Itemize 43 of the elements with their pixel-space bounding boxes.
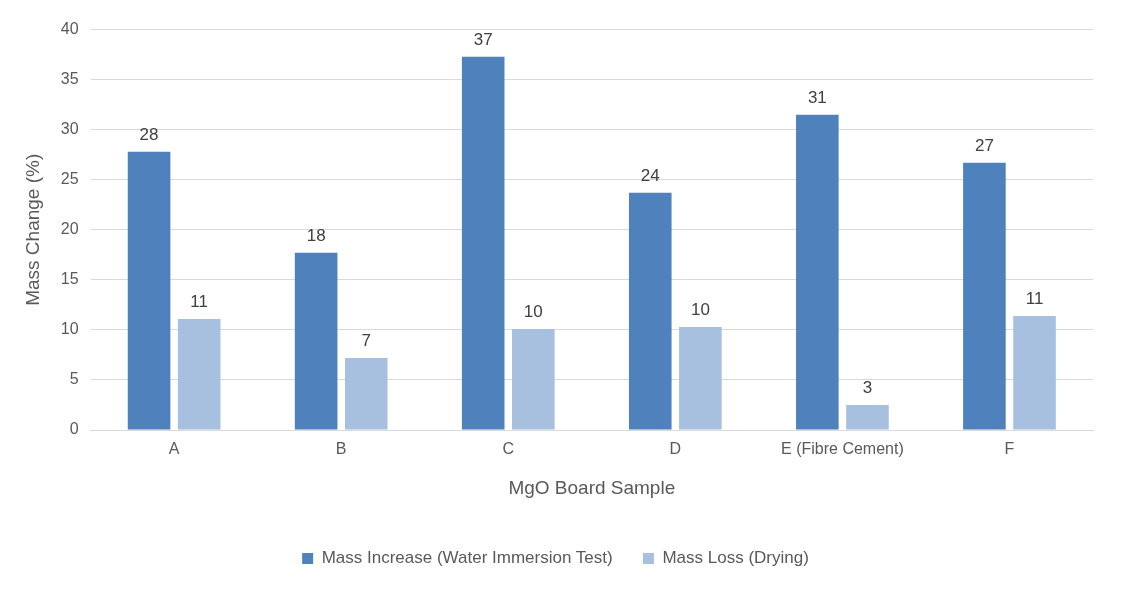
bar bbox=[679, 326, 722, 430]
y-tick-label: 30 bbox=[60, 120, 79, 138]
x-tick-label: F bbox=[1004, 440, 1015, 458]
bar bbox=[344, 357, 388, 430]
x-tick-label: E (Fibre Cement) bbox=[781, 440, 904, 458]
data-label: 24 bbox=[640, 165, 660, 185]
bar bbox=[1013, 315, 1056, 430]
legend-label: Mass Increase (Water Immersion Test) bbox=[321, 548, 613, 568]
y-tick-label: 35 bbox=[60, 70, 79, 88]
x-tick-label: B bbox=[335, 440, 347, 458]
data-label: 3 bbox=[862, 378, 873, 398]
bar bbox=[846, 404, 889, 430]
bar bbox=[294, 252, 338, 430]
bar bbox=[796, 114, 839, 430]
y-tick-label: 0 bbox=[69, 420, 79, 438]
y-tick-label: 25 bbox=[60, 170, 79, 188]
y-axis-title: Mass Change (%) bbox=[21, 153, 43, 306]
legend-label: Mass Loss (Drying) bbox=[662, 548, 809, 568]
data-label: 28 bbox=[139, 124, 159, 144]
bar bbox=[628, 192, 672, 430]
x-tick-label: D bbox=[669, 440, 682, 458]
bar bbox=[177, 318, 221, 430]
x-axis-title: MgO Board Sample bbox=[508, 476, 676, 498]
y-tick-label: 20 bbox=[60, 220, 79, 238]
y-tick-label: 40 bbox=[60, 20, 79, 38]
y-tick-label: 15 bbox=[60, 270, 79, 288]
y-tick-label: 5 bbox=[69, 370, 79, 388]
data-label: 11 bbox=[190, 292, 209, 312]
data-label: 10 bbox=[690, 300, 710, 320]
x-tick-label: C bbox=[502, 440, 515, 458]
data-label: 27 bbox=[974, 135, 994, 155]
x-tick-label: A bbox=[168, 440, 180, 458]
bar bbox=[127, 151, 171, 430]
bar bbox=[512, 328, 555, 430]
bar bbox=[963, 162, 1006, 430]
data-label: 18 bbox=[306, 226, 326, 246]
data-label: 10 bbox=[523, 302, 543, 322]
data-label: 7 bbox=[361, 331, 371, 351]
y-tick-label: 10 bbox=[60, 320, 79, 338]
data-label: 31 bbox=[807, 87, 827, 107]
data-label: 37 bbox=[473, 29, 493, 49]
data-label: 11 bbox=[1025, 289, 1044, 309]
bar bbox=[461, 56, 505, 430]
